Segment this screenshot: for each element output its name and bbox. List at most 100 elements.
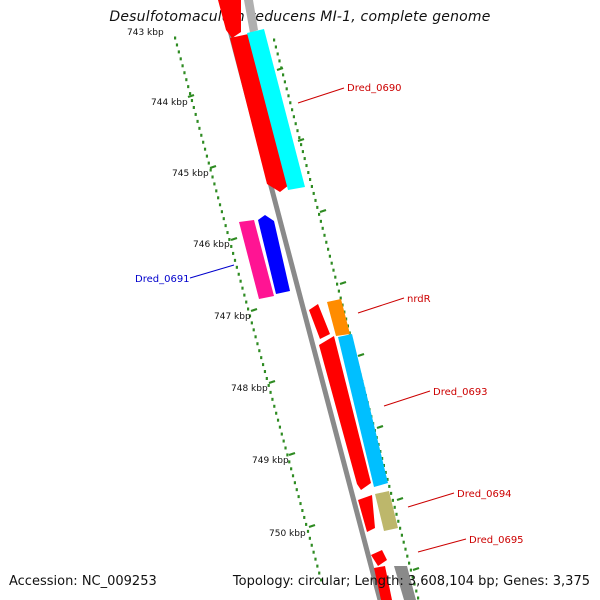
- minor-tick-dot-right: [307, 171, 310, 175]
- minor-tick-dot-left: [288, 460, 291, 464]
- cds-feature-dred0691-blue: [258, 215, 290, 294]
- minor-tick-dot-right: [309, 178, 312, 181]
- minor-tick-dot-right: [316, 205, 319, 209]
- major-tick-left: [187, 93, 195, 99]
- major-tick-right: [357, 352, 365, 358]
- major-tick-right: [412, 566, 420, 572]
- minor-tick-dot-left: [258, 349, 261, 353]
- cds-feature-dred0691-magenta: [239, 220, 274, 299]
- cds-feature-dred0693-cds: [319, 336, 371, 490]
- minor-tick-dot-right: [285, 87, 288, 91]
- minor-tick-dot-left: [245, 300, 248, 304]
- minor-tick-dot-left: [314, 557, 317, 561]
- minor-tick-dot-right: [334, 275, 337, 279]
- minor-tick-dot-left: [179, 57, 182, 61]
- minor-tick-dot-left: [261, 363, 265, 367]
- minor-tick-dot-left: [209, 168, 212, 172]
- map-title: Desulfotomaculum reducens MI-1, complete…: [109, 9, 491, 25]
- cds-feature-top-red: [218, 0, 241, 38]
- minor-tick-dot-left: [286, 453, 289, 457]
- minor-tick-dot-right: [318, 212, 321, 216]
- minor-tick-dot-left: [183, 71, 186, 75]
- cds-feature-nrdr-cds: [309, 304, 330, 339]
- minor-tick-dot-left: [213, 182, 216, 186]
- major-tick-left: [209, 164, 217, 170]
- minor-tick-dot-left: [247, 307, 250, 311]
- minor-tick-dot-left: [320, 578, 323, 582]
- minor-tick-dot-left: [226, 231, 229, 235]
- minor-tick-dot-right: [406, 554, 409, 558]
- minor-tick-dot-left: [276, 418, 280, 422]
- minor-tick-dot-right: [289, 101, 292, 105]
- minor-tick-dot-right: [332, 268, 335, 272]
- minor-tick-dot-right: [408, 561, 411, 565]
- major-tick-right: [376, 424, 384, 430]
- cds-feature-top-grey: [244, 0, 258, 33]
- cds-feature-bottom-grey: [394, 566, 416, 600]
- minor-tick-dot-left: [316, 564, 319, 568]
- minor-tick-dot-left: [192, 105, 195, 109]
- minor-tick-dot-left: [174, 36, 177, 40]
- minor-tick-dot-right: [310, 184, 313, 188]
- minor-tick-dot-left: [306, 529, 310, 533]
- gene-label-dred0695[interactable]: Dred_0695: [469, 535, 524, 546]
- accession-text: Accession: NC_009253: [9, 574, 157, 589]
- minor-tick-dot-left: [265, 376, 268, 380]
- minor-tick-dot-left: [293, 481, 296, 485]
- minor-tick-dot-left: [267, 383, 270, 387]
- minor-tick-dot-left: [198, 126, 201, 130]
- major-tick-right: [297, 137, 305, 143]
- minor-tick-dot-left: [305, 522, 308, 526]
- cds-feature-dred0694-cds: [358, 495, 375, 532]
- major-tick-right: [339, 280, 347, 286]
- connector-dred0694: [407, 492, 455, 508]
- gene-label-dred0691[interactable]: Dred_0691: [135, 274, 190, 285]
- tick-label-744: 744 kbp: [151, 98, 188, 108]
- minor-tick-dot-right: [287, 94, 290, 98]
- minor-tick-dot-right: [411, 575, 414, 579]
- tick-label-743: 743 kbp: [127, 28, 164, 38]
- minor-tick-dot-left: [243, 293, 246, 297]
- minor-tick-dot-left: [303, 515, 306, 519]
- minor-tick-dot-right: [336, 282, 339, 286]
- minor-tick-dot-left: [224, 224, 227, 228]
- minor-tick-dot-left: [299, 502, 302, 506]
- minor-tick-dot-right: [388, 484, 391, 488]
- connector-dred0695: [417, 538, 467, 553]
- minor-tick-dot-right: [415, 589, 418, 593]
- gene-label-dred0693[interactable]: Dred_0693: [433, 387, 488, 398]
- minor-tick-dot-left: [188, 92, 192, 96]
- minor-tick-dot-right: [303, 157, 306, 161]
- connector-dred0691: [189, 264, 235, 279]
- minor-tick-dot-left: [256, 342, 259, 346]
- minor-tick-dot-left: [301, 509, 304, 513]
- gene-label-dred0694[interactable]: Dred_0694: [457, 489, 512, 500]
- minor-tick-dot-left: [220, 210, 223, 214]
- minor-tick-dot-right: [413, 582, 416, 586]
- gene-label-dred0690[interactable]: Dred_0690: [347, 83, 402, 94]
- minor-tick-dot-right: [291, 108, 294, 112]
- minor-tick-dot-right: [382, 463, 385, 467]
- minor-tick-dot-left: [187, 85, 190, 89]
- minor-tick-dot-left: [211, 175, 214, 179]
- minor-tick-dot-left: [235, 265, 238, 269]
- minor-tick-dot-right: [296, 129, 299, 133]
- major-tick-right: [396, 496, 404, 502]
- minor-tick-dot-right: [328, 254, 331, 258]
- minor-tick-dot-right: [276, 52, 279, 56]
- minor-tick-dot-left: [275, 411, 278, 415]
- minor-tick-dot-right: [283, 80, 286, 84]
- minor-tick-dot-left: [230, 244, 233, 248]
- gene-label-nrdr[interactable]: nrdR: [407, 294, 431, 305]
- cds-feature-nrdr-gene: [327, 299, 350, 336]
- minor-tick-dot-right: [402, 540, 405, 544]
- minor-tick-dot-right: [397, 519, 400, 523]
- minor-tick-dot-left: [194, 112, 197, 116]
- minor-tick-dot-right: [391, 498, 394, 502]
- minor-tick-dot-right: [384, 470, 387, 474]
- connector-dred0690: [297, 87, 345, 104]
- minor-tick-dot-left: [237, 272, 240, 276]
- minor-tick-dot-right: [282, 73, 285, 77]
- minor-tick-dot-right: [381, 457, 384, 460]
- tick-label-746: 746 kbp: [193, 240, 230, 250]
